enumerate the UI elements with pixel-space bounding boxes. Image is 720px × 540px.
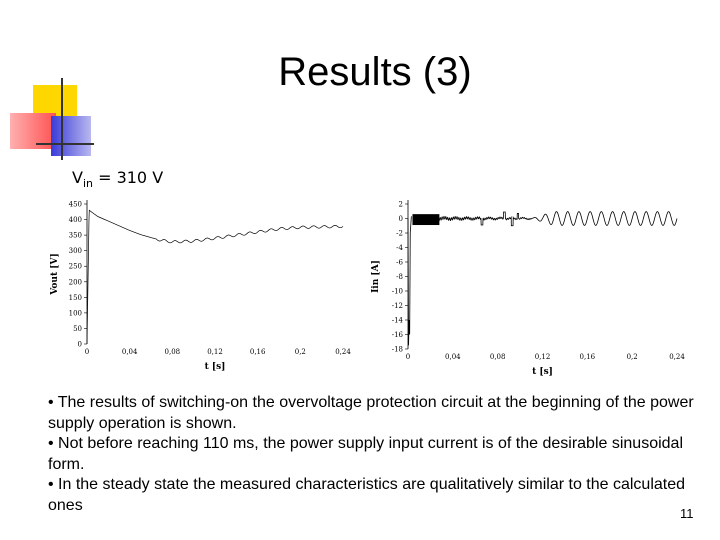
y-tick-label: 250 — [69, 263, 82, 271]
y-tick-label: 100 — [69, 309, 82, 317]
bullet-item: • In the steady state the measured chara… — [48, 476, 686, 514]
iin-switching-band — [412, 214, 440, 226]
y-tick-label: 200 — [69, 278, 82, 286]
vout-chart: 0 50 100 150 200 250 300 350 400 450 0 0,04 0,08 0,12… — [50, 200, 351, 372]
bullet-list: • The results of switching-on the overvo… — [48, 393, 704, 516]
x-tick-label: 0,08 — [490, 353, 506, 361]
y-tick-label: -10 — [392, 288, 403, 296]
x-tick-label: 0,04 — [445, 353, 461, 361]
x-tick-label: 0,16 — [250, 348, 266, 356]
vin-symbol: V — [72, 168, 83, 187]
y-tick-label: -14 — [392, 317, 404, 325]
x-tick-label: 0,04 — [122, 348, 138, 356]
vout-trace — [86, 209, 344, 345]
x-tick-label: 0,2 — [295, 348, 306, 356]
bullet-item: • Not before reaching 110 ms, the power … — [48, 435, 683, 473]
decor-horizontal-line — [36, 143, 94, 145]
y-tick-label: -2 — [396, 230, 403, 238]
x-tick-label: 0,24 — [335, 348, 351, 356]
y-axis-label: Vout [V] — [50, 253, 60, 296]
iin-series-line — [439, 211, 678, 227]
y-tick-label: -16 — [392, 331, 404, 339]
x-tick-label: 0 — [406, 353, 410, 361]
y-tick-label: 400 — [69, 216, 82, 224]
x-axis-label: t [s] — [205, 362, 226, 372]
vin-value: = 310 V — [92, 168, 164, 187]
y-tick-label: 300 — [69, 247, 82, 255]
y-axis-label: Iin [A] — [371, 260, 381, 293]
page-number: 11 — [680, 506, 694, 521]
x-tick-label: 0,2 — [627, 353, 638, 361]
y-tick-label: -12 — [392, 302, 403, 310]
y-tick-label: 50 — [73, 325, 82, 333]
iin-chart: 20-2-4-6-8-10-12-14-16-180 0,04 0,08 0,12 0,… — [371, 200, 685, 377]
y-tick-label: -6 — [396, 259, 403, 267]
y-tick-label: 0 — [78, 341, 82, 349]
x-axis-label: t [s] — [532, 367, 553, 377]
vout-axes: 0 50 100 150 200 250 300 350 400 450 0 0,04 0,08 0,12… — [50, 200, 351, 372]
decor-vertical-line — [61, 78, 63, 160]
y-tick-label: 150 — [69, 294, 82, 302]
decor-blue-square — [51, 116, 91, 156]
iin-trace — [407, 211, 678, 346]
vin-subscript: in — [82, 177, 93, 191]
y-tick-label: 450 — [69, 201, 82, 209]
y-tick-label: -8 — [396, 273, 403, 281]
y-tick-label: 350 — [69, 232, 82, 240]
vout-series-line — [86, 209, 344, 345]
iin-axes: 20-2-4-6-8-10-12-14-16-180 0,04 0,08 0,12 0,… — [371, 200, 685, 377]
x-tick-label: 0,08 — [165, 348, 181, 356]
x-tick-label: 0,16 — [580, 353, 596, 361]
iin-inrush-spike — [407, 216, 412, 346]
x-tick-label: 0,12 — [207, 348, 223, 356]
bullet-item: • The results of switching-on the overvo… — [48, 394, 694, 432]
x-tick-label: 0,12 — [535, 353, 551, 361]
y-tick-label: -4 — [396, 244, 403, 252]
y-tick-label: 2 — [399, 201, 403, 209]
vin-label: Vin = 310 V — [72, 168, 163, 190]
x-tick-label: 0 — [85, 348, 89, 356]
slide-title: Results (3) — [278, 50, 472, 94]
y-tick-label: -18 — [392, 346, 403, 354]
y-tick-label: 0 — [399, 215, 403, 223]
x-tick-label: 0,24 — [669, 353, 685, 361]
